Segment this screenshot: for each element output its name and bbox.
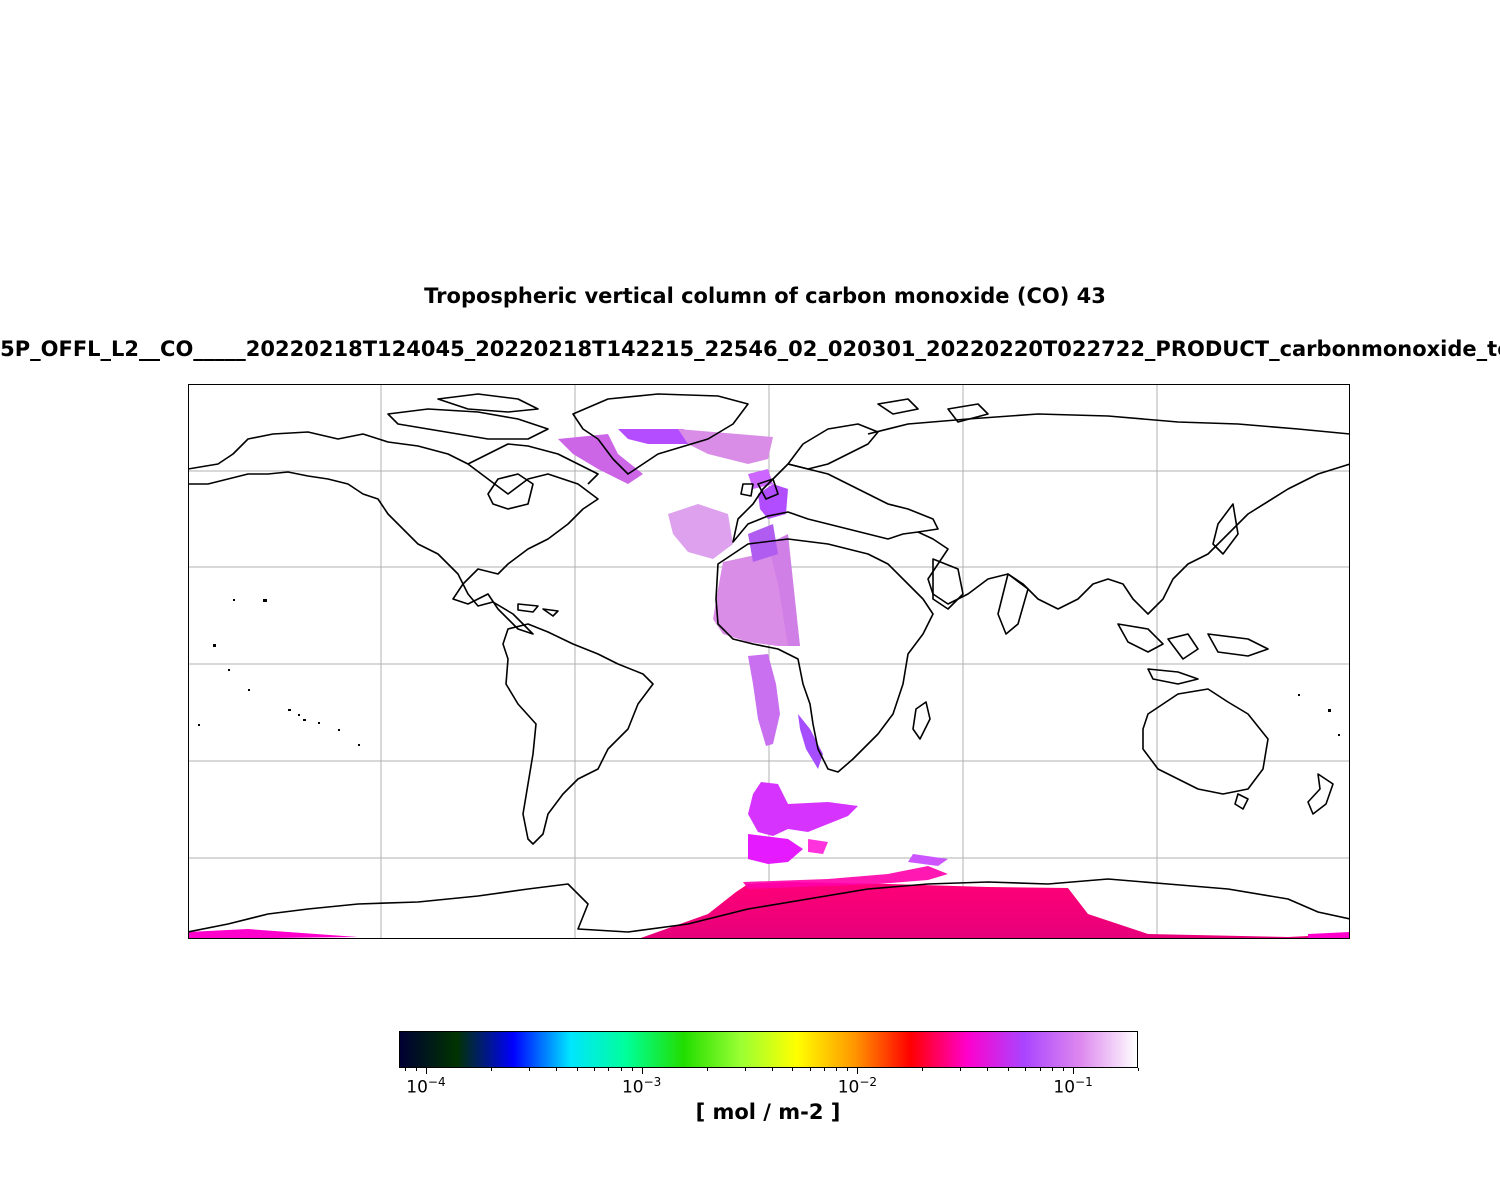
- colorbar-tick-label: 10−4: [406, 1075, 446, 1098]
- map-frame: [188, 384, 1350, 939]
- colorbar-minor-tick: [593, 1068, 595, 1071]
- co-south-atlantic: [748, 782, 858, 836]
- colorbar-minor-tick: [792, 1068, 794, 1071]
- world-map: [188, 384, 1350, 939]
- map-subtitle: S5P_OFFL_L2__CO_____20220218T124045_2022…: [0, 337, 1500, 361]
- colorbar-minor-tick: [1138, 1068, 1139, 1071]
- colorbar-minor-tick: [631, 1068, 633, 1071]
- co-data-swath: [188, 429, 1350, 939]
- coast-greenland: [572, 393, 749, 475]
- colorbar-minor-tick: [809, 1068, 811, 1071]
- pacific-islands: [198, 599, 1340, 746]
- colorbar-minor-tick: [847, 1068, 849, 1071]
- colorbar: [399, 1031, 1138, 1068]
- colorbar-minor-tick: [1025, 1068, 1027, 1071]
- colorbar-minor-tick: [744, 1068, 746, 1071]
- colorbar-minor-tick: [987, 1068, 989, 1071]
- colorbar-minor-tick: [490, 1068, 492, 1071]
- colorbar-tick-label: 10−1: [1053, 1075, 1093, 1098]
- colorbar-minor-tick: [576, 1068, 578, 1071]
- colorbar-minor-tick: [1063, 1068, 1065, 1071]
- colorbar-minor-tick: [1052, 1068, 1054, 1071]
- co-greenland-band: [618, 429, 698, 444]
- colorbar-minor-tick: [405, 1068, 407, 1071]
- co-antarctic-region: [638, 882, 1350, 939]
- colorbar-tick-label: 10−2: [837, 1075, 878, 1098]
- colorbar-minor-tick: [1039, 1068, 1041, 1071]
- colorbar-minor-tick: [922, 1068, 924, 1071]
- colorbar-minor-tick: [528, 1068, 530, 1071]
- coastlines: [188, 393, 1350, 933]
- colorbar-minor-tick: [555, 1068, 557, 1071]
- colorbar-tick-mark: [641, 1068, 643, 1074]
- colorbar-minor-tick: [416, 1068, 418, 1071]
- coast-europe: [732, 463, 939, 543]
- colorbar-tick-mark: [425, 1068, 427, 1074]
- colorbar-minor-tick: [1008, 1068, 1010, 1071]
- colorbar-minor-tick: [771, 1068, 773, 1071]
- colorbar-tick-mark: [857, 1068, 859, 1074]
- coast-africa: [715, 538, 934, 773]
- colorbar-tick-mark: [1073, 1068, 1075, 1074]
- colorbar-minor-tick: [960, 1068, 962, 1071]
- coast-north-america: [188, 431, 599, 635]
- map-title: Tropospheric vertical column of carbon m…: [424, 284, 1106, 308]
- colorbar-minor-tick: [836, 1068, 838, 1071]
- coast-antarctica: [188, 878, 1350, 933]
- colorbar-minor-tick: [706, 1068, 708, 1071]
- coast-south-america: [502, 623, 654, 845]
- colorbar-tick-label: 10−3: [621, 1075, 662, 1098]
- coast-australia: [1142, 688, 1269, 795]
- colorbar-minor-tick: [608, 1068, 610, 1071]
- colorbar-minor-tick: [823, 1068, 825, 1071]
- colorbar-label: [ mol / m-2 ]: [695, 1100, 841, 1124]
- colorbar-minor-tick: [620, 1068, 622, 1071]
- coast-asia: [867, 413, 1350, 615]
